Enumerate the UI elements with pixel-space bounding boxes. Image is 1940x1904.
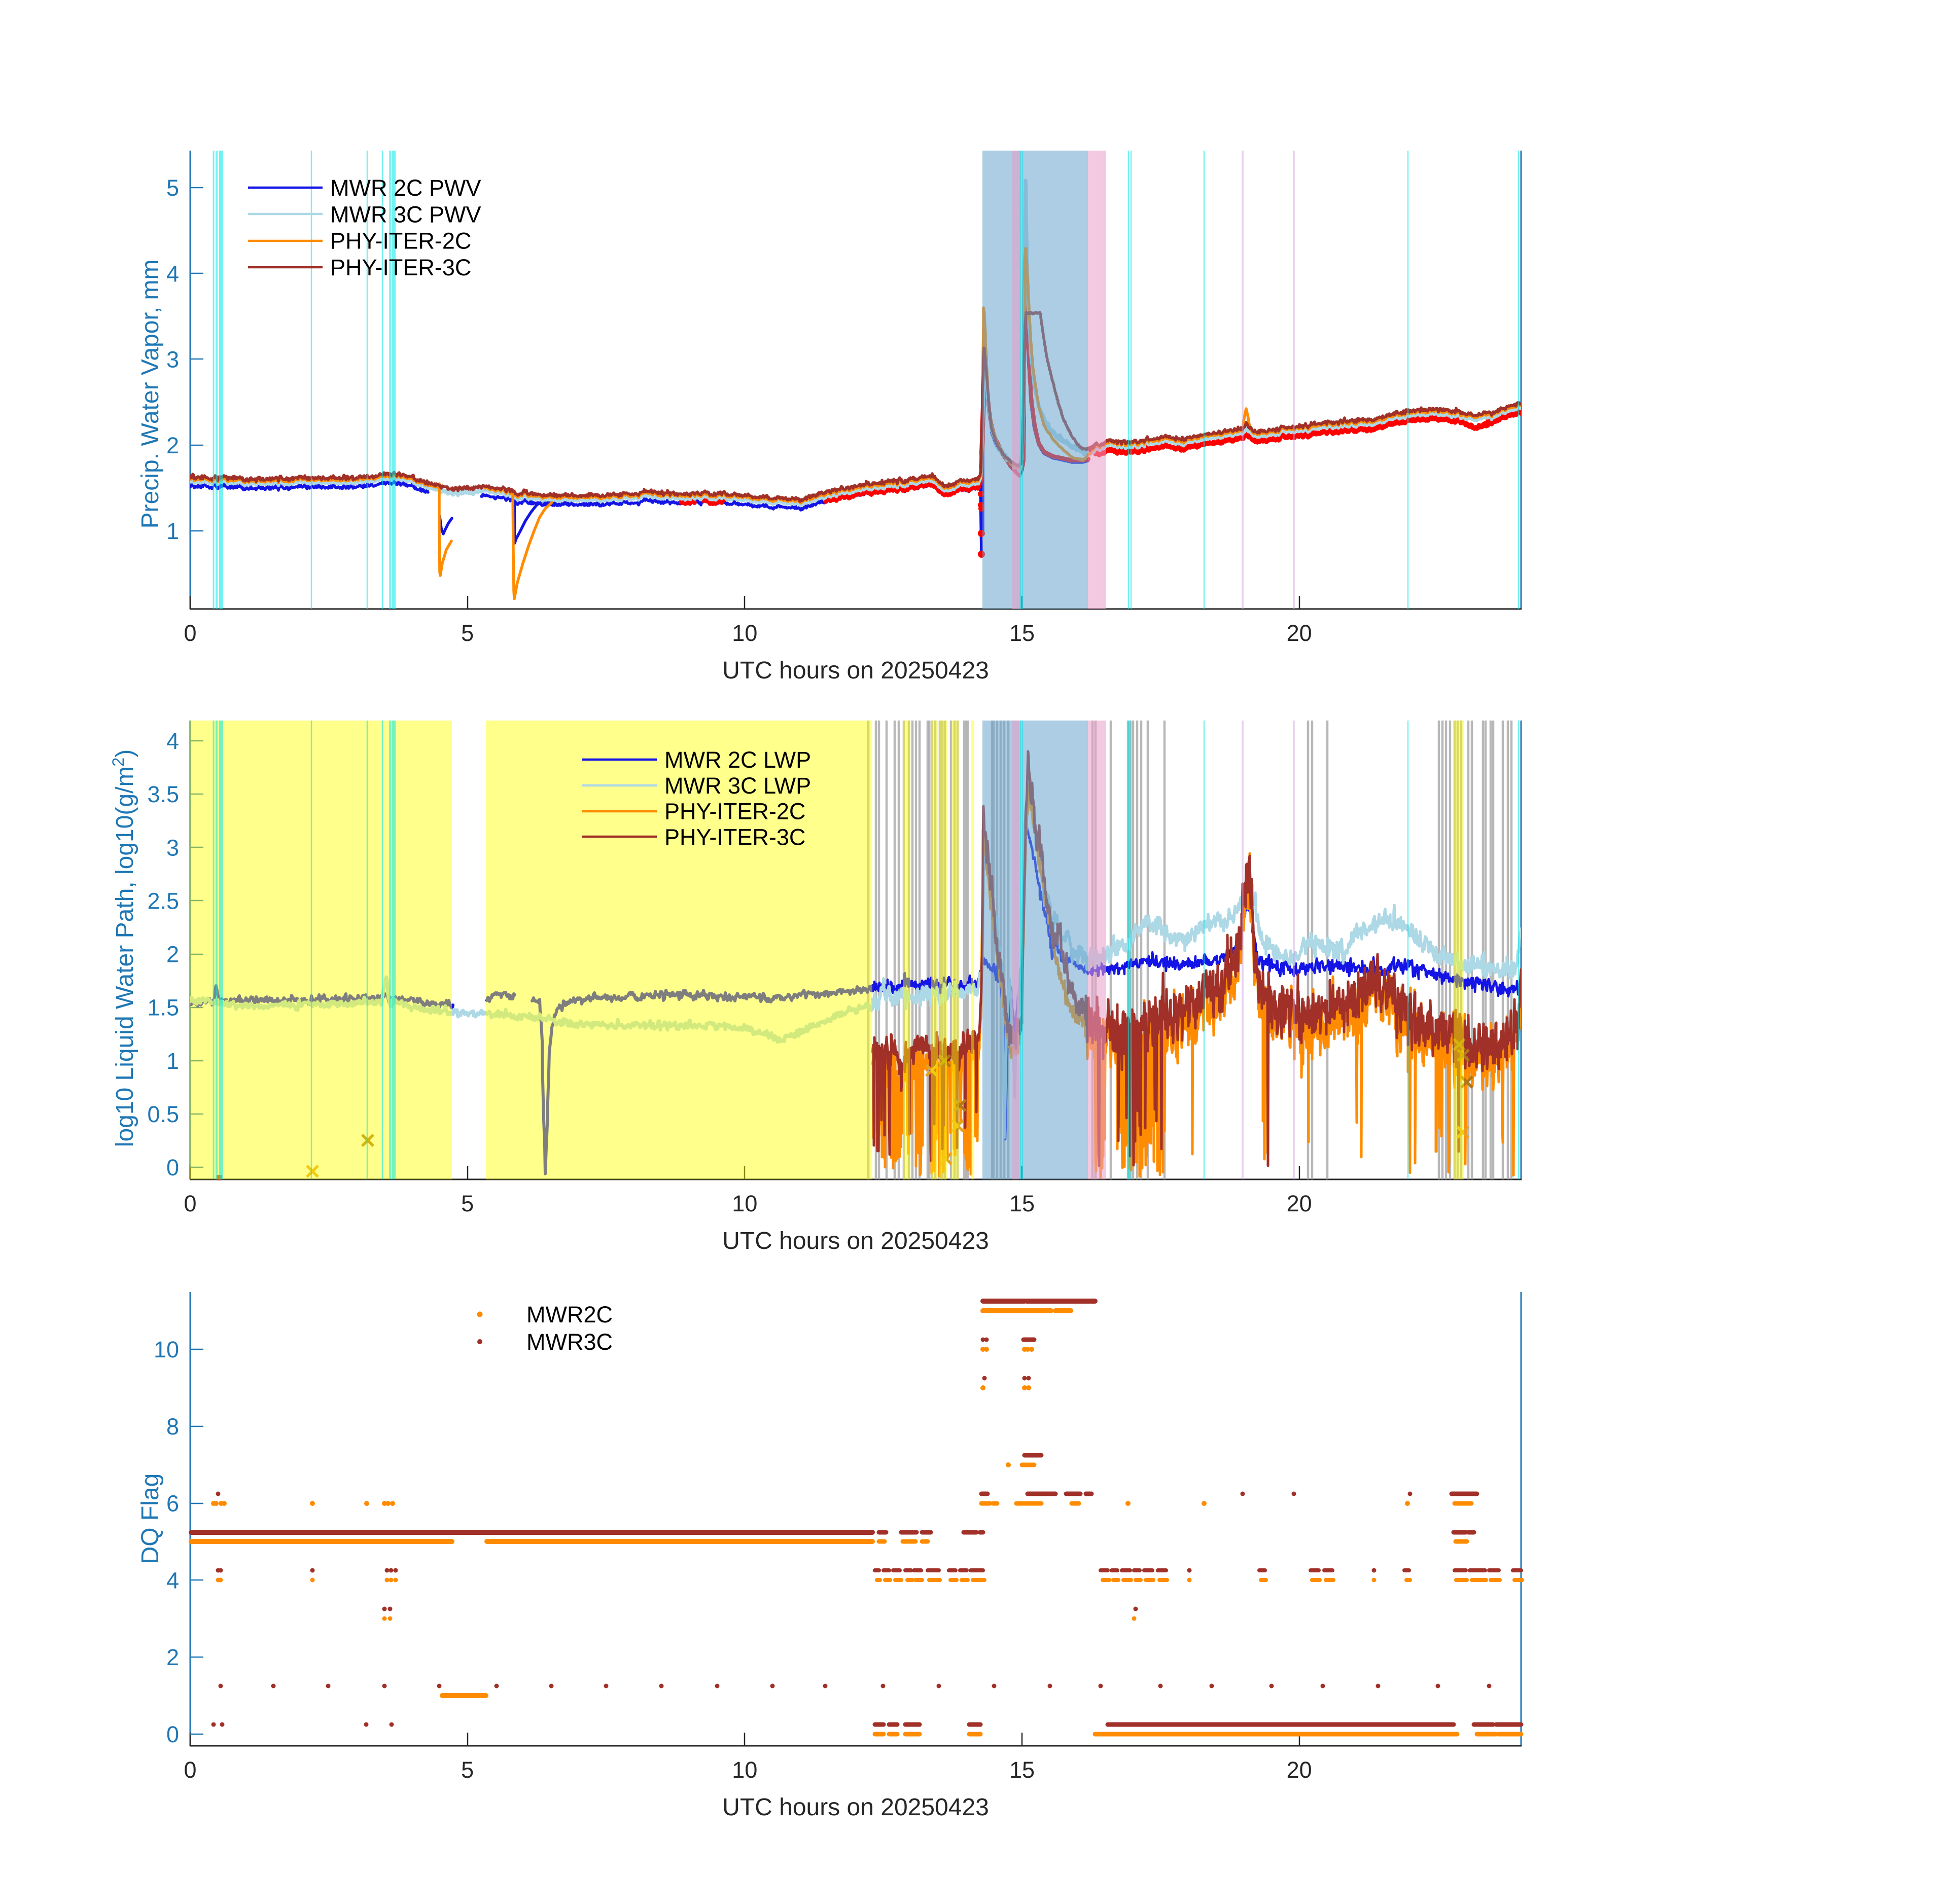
svg-text:5: 5 bbox=[461, 620, 474, 646]
svg-text:PHY-ITER-3C: PHY-ITER-3C bbox=[330, 255, 471, 280]
svg-text:PHY-ITER-3C: PHY-ITER-3C bbox=[664, 824, 805, 850]
svg-text:UTC hours on 20250423: UTC hours on 20250423 bbox=[722, 657, 989, 684]
svg-text:8: 8 bbox=[166, 1414, 179, 1440]
svg-text:2: 2 bbox=[166, 433, 179, 458]
svg-text:15: 15 bbox=[1009, 1191, 1035, 1216]
svg-text:UTC hours on 20250423: UTC hours on 20250423 bbox=[722, 1794, 989, 1821]
svg-text:UTC hours on 20250423: UTC hours on 20250423 bbox=[722, 1228, 989, 1254]
svg-text:0: 0 bbox=[184, 1191, 196, 1216]
svg-text:20: 20 bbox=[1287, 620, 1312, 646]
svg-text:MWR 2C LWP: MWR 2C LWP bbox=[664, 747, 811, 773]
svg-text:MWR3C: MWR3C bbox=[526, 1329, 613, 1355]
svg-text:DQ Flag: DQ Flag bbox=[137, 1474, 164, 1564]
svg-text:PHY-ITER-2C: PHY-ITER-2C bbox=[664, 799, 805, 824]
svg-text:10: 10 bbox=[154, 1337, 179, 1362]
svg-text:3: 3 bbox=[166, 835, 179, 860]
svg-text:6: 6 bbox=[166, 1491, 179, 1517]
svg-text:PHY-ITER-2C: PHY-ITER-2C bbox=[330, 228, 471, 254]
svg-text:10: 10 bbox=[732, 1757, 757, 1783]
svg-text:log10 Liquid Water Path, log10: log10 Liquid Water Path, log10(g/m2) bbox=[109, 749, 138, 1147]
svg-text:MWR2C: MWR2C bbox=[526, 1302, 613, 1327]
svg-text:4: 4 bbox=[166, 728, 179, 754]
svg-text:10: 10 bbox=[732, 620, 757, 646]
svg-text:15: 15 bbox=[1009, 1757, 1035, 1783]
svg-text:1: 1 bbox=[166, 518, 179, 544]
svg-text:Precip. Water Vapor, mm: Precip. Water Vapor, mm bbox=[137, 260, 164, 529]
svg-text:20: 20 bbox=[1287, 1191, 1312, 1216]
svg-text:0: 0 bbox=[166, 1155, 179, 1180]
svg-text:5: 5 bbox=[461, 1191, 474, 1216]
svg-text:0: 0 bbox=[166, 1721, 179, 1747]
svg-text:10: 10 bbox=[732, 1191, 757, 1216]
svg-text:2: 2 bbox=[166, 1644, 179, 1670]
svg-text:20: 20 bbox=[1287, 1757, 1312, 1783]
svg-text:MWR 2C PWV: MWR 2C PWV bbox=[330, 175, 481, 201]
svg-text:1.5: 1.5 bbox=[147, 995, 179, 1021]
svg-text:2: 2 bbox=[166, 942, 179, 967]
svg-text:5: 5 bbox=[461, 1757, 474, 1783]
svg-text:0: 0 bbox=[184, 1757, 196, 1783]
svg-text:15: 15 bbox=[1009, 620, 1035, 646]
svg-text:1: 1 bbox=[166, 1048, 179, 1074]
svg-text:MWR 3C LWP: MWR 3C LWP bbox=[664, 773, 811, 799]
svg-text:3: 3 bbox=[166, 347, 179, 373]
svg-text:MWR 3C PWV: MWR 3C PWV bbox=[330, 201, 481, 227]
svg-text:0: 0 bbox=[184, 620, 196, 646]
svg-text:4: 4 bbox=[166, 261, 179, 286]
svg-text:0.5: 0.5 bbox=[147, 1101, 179, 1127]
svg-text:5: 5 bbox=[166, 175, 179, 201]
svg-text:3.5: 3.5 bbox=[147, 781, 179, 807]
svg-text:4: 4 bbox=[166, 1567, 179, 1593]
svg-text:2.5: 2.5 bbox=[147, 888, 179, 914]
